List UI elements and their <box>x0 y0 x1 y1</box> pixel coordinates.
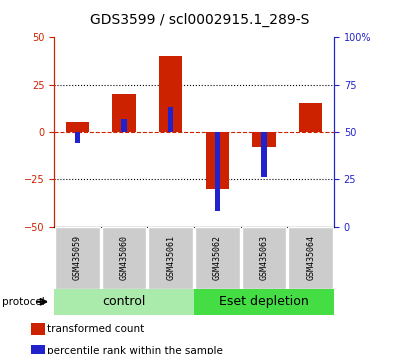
Bar <box>159 56 182 132</box>
Text: GSM435059: GSM435059 <box>73 235 82 280</box>
Bar <box>195 227 240 289</box>
Bar <box>55 227 100 289</box>
Bar <box>242 227 286 289</box>
Text: GSM435060: GSM435060 <box>120 235 128 280</box>
Bar <box>54 289 194 315</box>
Text: control: control <box>102 295 146 308</box>
Bar <box>252 132 276 147</box>
Text: GSM435061: GSM435061 <box>166 235 175 280</box>
Bar <box>168 107 174 132</box>
Text: GSM435062: GSM435062 <box>213 235 222 280</box>
Text: GSM435064: GSM435064 <box>306 235 315 280</box>
Text: percentile rank within the sample: percentile rank within the sample <box>47 346 223 354</box>
Bar <box>214 132 220 211</box>
Bar <box>261 132 267 177</box>
Text: Eset depletion: Eset depletion <box>219 295 309 308</box>
Bar <box>194 289 334 315</box>
Bar <box>74 132 80 143</box>
Bar <box>112 94 136 132</box>
Text: protocol: protocol <box>2 297 45 307</box>
Text: GSM435063: GSM435063 <box>260 235 268 280</box>
Text: GDS3599 / scl0002915.1_289-S: GDS3599 / scl0002915.1_289-S <box>90 12 310 27</box>
Bar <box>31 323 45 335</box>
Bar <box>121 119 127 132</box>
Bar <box>102 227 146 289</box>
Bar <box>288 227 333 289</box>
Bar <box>66 122 89 132</box>
Text: transformed count: transformed count <box>47 324 144 334</box>
Bar <box>148 227 193 289</box>
Bar <box>299 103 322 132</box>
Bar <box>206 132 229 189</box>
Bar <box>31 345 45 354</box>
